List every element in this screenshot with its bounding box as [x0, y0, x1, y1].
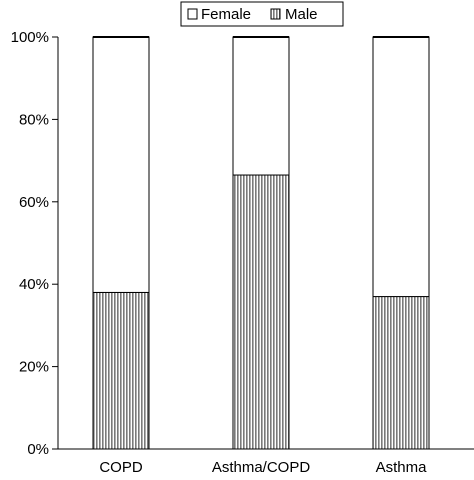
legend-swatch-male — [270, 8, 281, 20]
y-tick-label: 60% — [19, 194, 49, 211]
y-tick-label: 20% — [19, 359, 49, 376]
bar-male-asthma — [372, 296, 430, 450]
bar-female-asthma-copd — [232, 36, 290, 176]
legend-label-female: Female — [201, 6, 251, 23]
y-tick-label: 40% — [19, 276, 49, 293]
y-tick-label: 80% — [19, 111, 49, 128]
y-tick-label: 100% — [11, 29, 49, 46]
x-axis-labels: COPD Asthma/COPD Asthma — [99, 459, 428, 476]
x-category-label: Asthma — [376, 459, 428, 475]
x-category-label: Asthma/COPD — [212, 459, 311, 475]
bars — [92, 36, 430, 450]
legend: Female Male — [180, 1, 344, 27]
y-axis-ticks: 0% 20% 40% 60% 80% 100% — [11, 29, 58, 458]
bar-female-copd — [92, 36, 150, 293]
bar-female-asthma — [372, 36, 430, 298]
legend-swatch-female — [187, 8, 198, 20]
legend-label-male: Male — [285, 6, 318, 23]
legend-box — [180, 1, 344, 27]
y-tick-label: 0% — [27, 441, 49, 458]
bar-male-asthma-copd — [232, 174, 290, 450]
bar-male-copd — [92, 291, 150, 450]
x-category-label: COPD — [99, 459, 143, 475]
